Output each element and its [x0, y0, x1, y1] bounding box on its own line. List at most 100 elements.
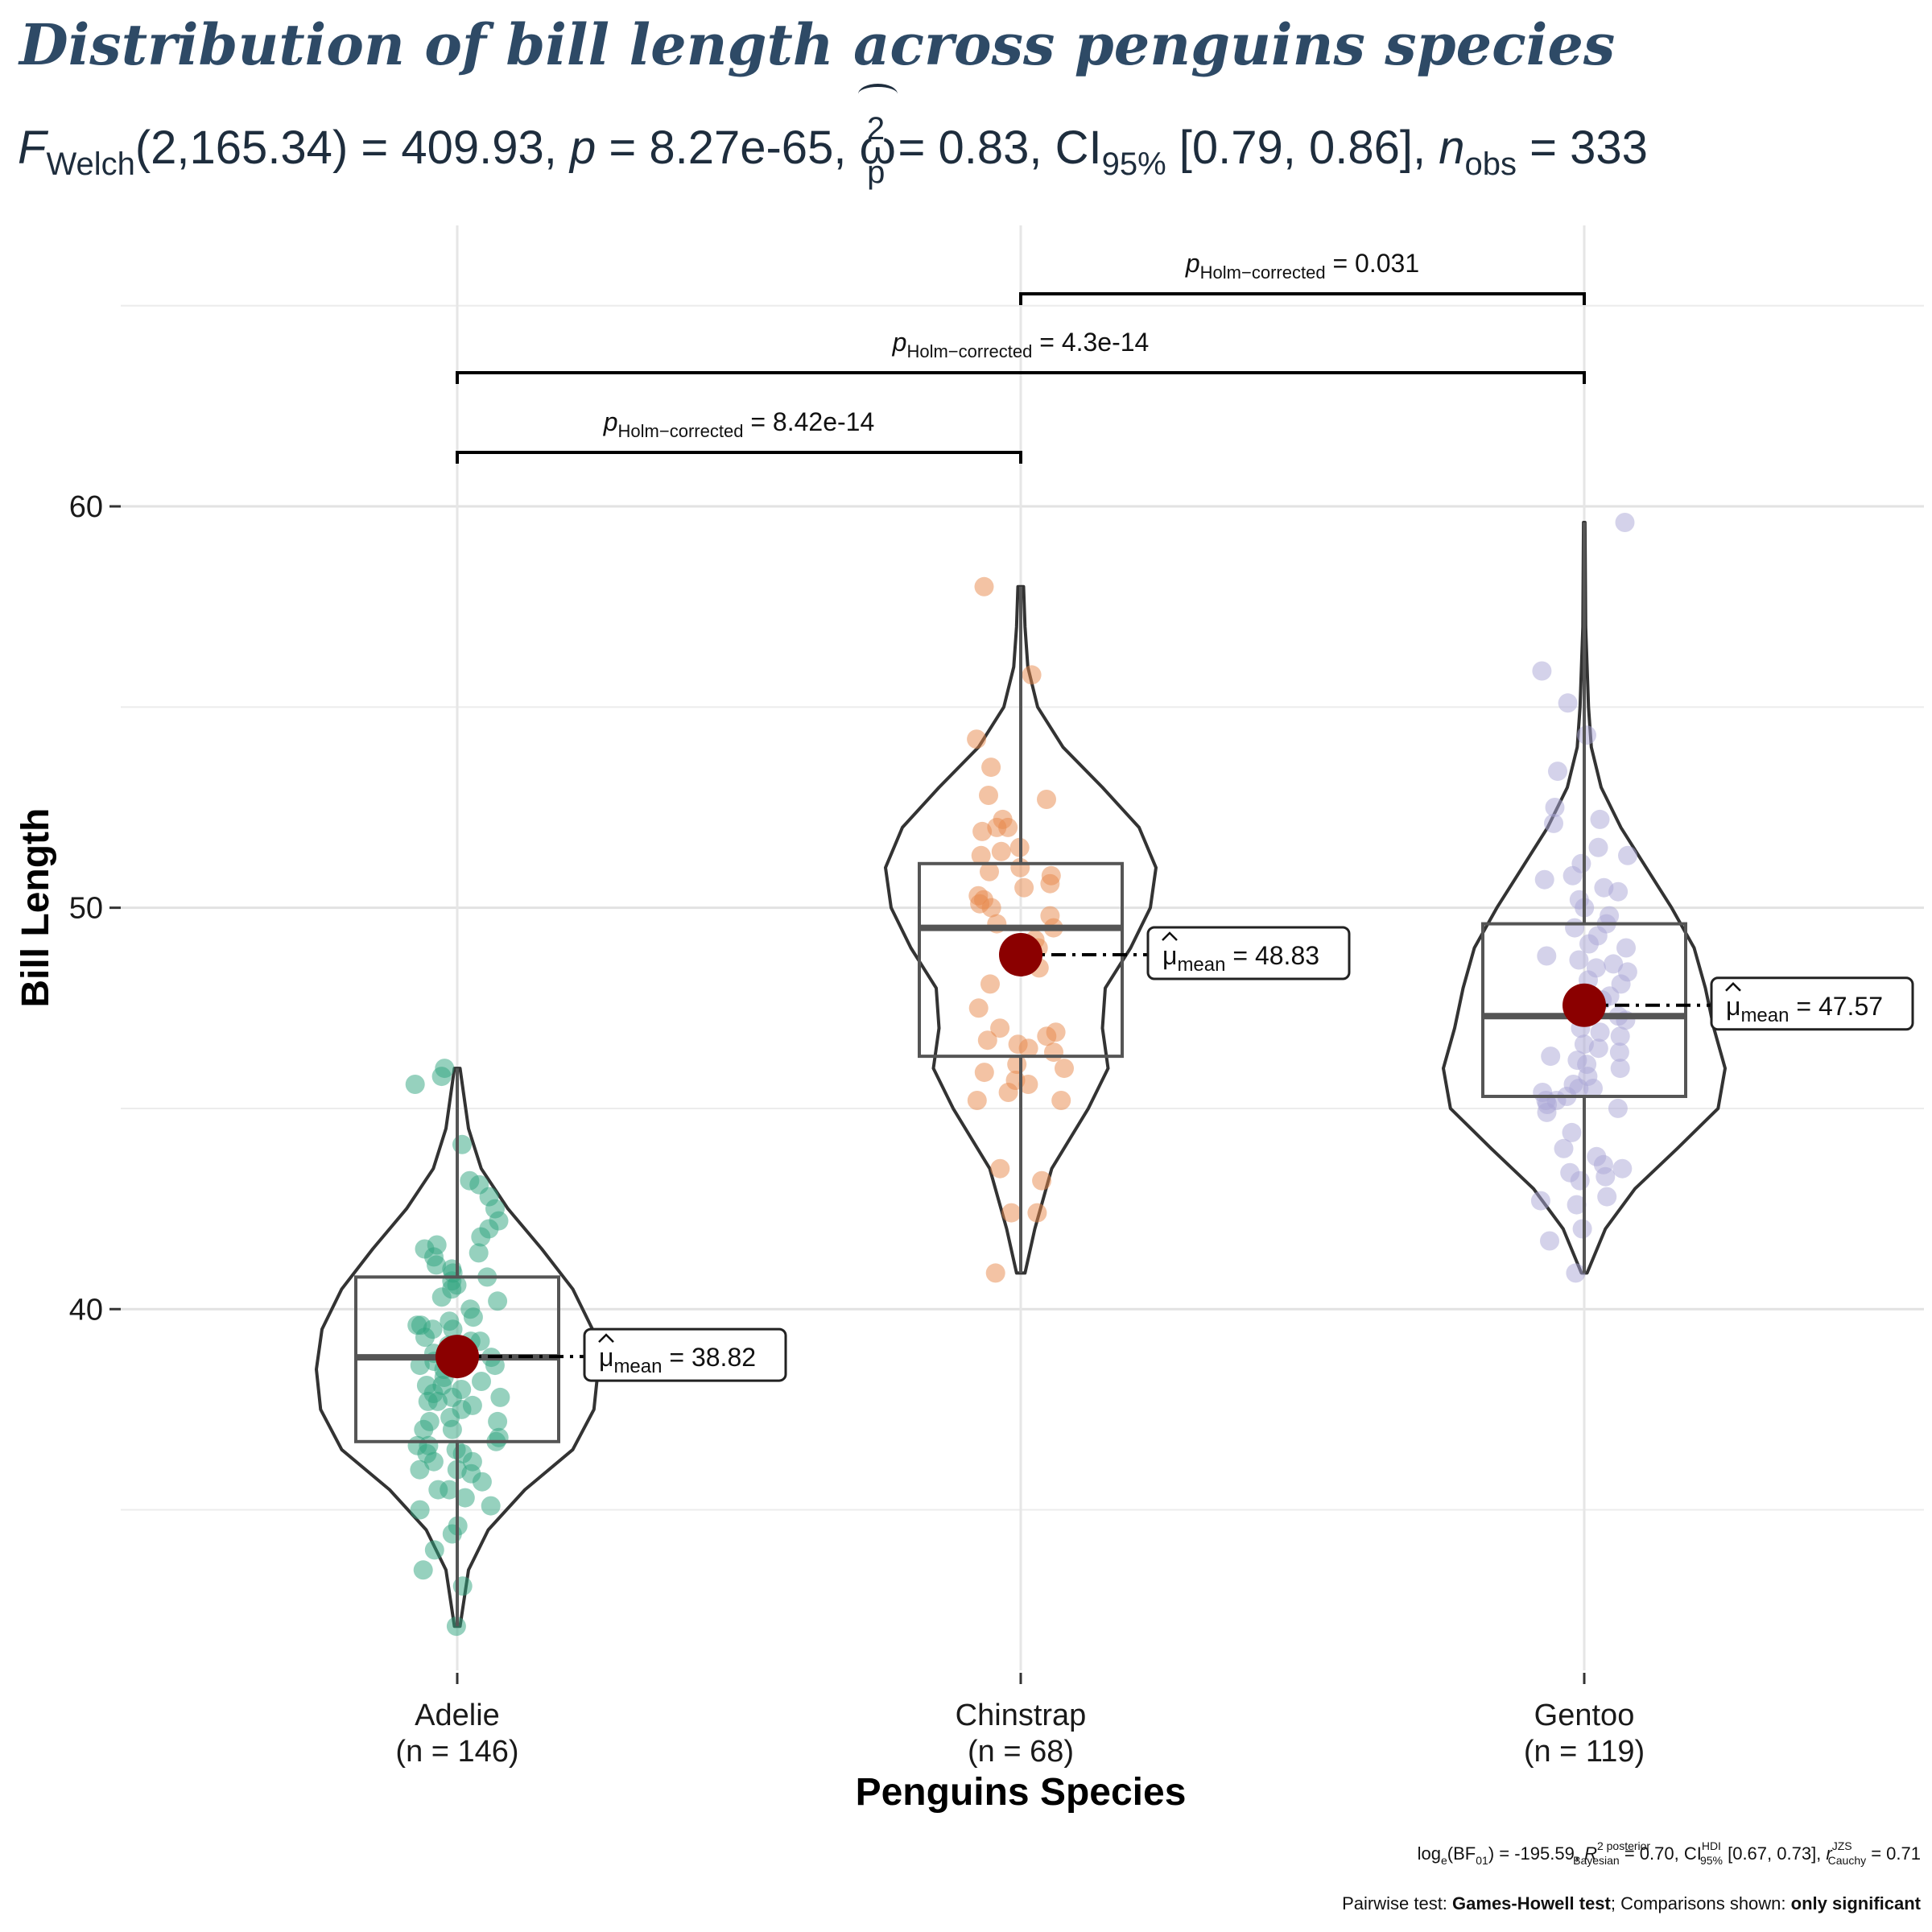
mean-marker: [436, 1335, 479, 1379]
comparison-p-sub: Holm−corrected: [906, 341, 1032, 361]
caption-bayes: loge(BF01) = -195.59, R2 posterior Bayesi…: [1417, 1839, 1921, 1867]
data-point: [1541, 1046, 1561, 1067]
subtitle-f: F: [18, 122, 47, 174]
caption-r-sub: Bayesian: [1573, 1854, 1620, 1867]
data-point: [1533, 1083, 1553, 1102]
caption-bf-pre: log: [1417, 1843, 1441, 1864]
data-point: [1037, 790, 1056, 809]
data-point: [1051, 1091, 1071, 1110]
data-point: [1040, 906, 1060, 926]
data-point: [427, 1235, 447, 1255]
data-point: [972, 821, 993, 841]
y-tick-label: 40: [69, 1293, 103, 1327]
data-point: [1532, 661, 1552, 681]
x-tick-label: Adelie: [415, 1699, 500, 1732]
data-point: [446, 1616, 466, 1637]
chart-subtitle: FWelch(2,165.34) = 409.93, p = 8.27e-65,…: [18, 84, 1648, 190]
mean-label-symbol: μ: [1726, 992, 1740, 1021]
comparison-label: pHolm−corrected = 0.031: [1185, 249, 1419, 283]
caption-bf-e: e: [1440, 1854, 1447, 1867]
data-point: [1590, 809, 1610, 829]
data-point: [1610, 1026, 1630, 1046]
mean-marker: [999, 932, 1042, 976]
data-point: [488, 1291, 508, 1311]
data-point: [971, 845, 991, 865]
data-point: [993, 809, 1013, 829]
caption-r-value: = 0.70, CI: [1619, 1843, 1702, 1864]
data-point: [985, 1263, 1005, 1283]
data-point: [435, 1059, 455, 1079]
caption-rc-value: = 0.71: [1866, 1843, 1921, 1864]
data-point: [469, 1243, 489, 1263]
data-point: [407, 1315, 427, 1335]
mean-label-symbol: μ: [1162, 941, 1177, 970]
comparison-bracket: [456, 371, 1586, 384]
caption-pairwise: Pairwise test: Games-Howell test; Compar…: [1342, 1893, 1921, 1914]
caption-hdi-sup: HDI: [1701, 1839, 1721, 1852]
mean-marker: [1563, 983, 1606, 1027]
caption-bf-mid: (BF: [1447, 1843, 1476, 1864]
comparison-p-value: = 4.3e-14: [1032, 328, 1149, 357]
data-point: [1617, 962, 1637, 982]
data-point: [410, 1459, 430, 1480]
comparison-p-symbol: p: [892, 328, 907, 357]
mean-label-box: [1146, 926, 1351, 980]
subtitle-omega-sub: p: [867, 155, 886, 190]
data-point: [1041, 865, 1061, 886]
data-point: [968, 998, 989, 1018]
caption-rc-symbol: r: [1826, 1843, 1832, 1864]
mean-label-hat: [1162, 931, 1178, 941]
data-point: [460, 1299, 481, 1319]
data-point: [1600, 906, 1620, 926]
subtitle-omega-sup: 2: [866, 111, 886, 147]
comparison-p-symbol: p: [1185, 249, 1200, 278]
comparison-label: pHolm−corrected = 4.3e-14: [892, 328, 1150, 361]
data-point: [1615, 513, 1635, 532]
data-point: [1567, 1195, 1587, 1215]
caption-rc-sub: Cauchy: [1827, 1854, 1867, 1867]
data-point: [974, 576, 994, 597]
data-point: [1055, 1059, 1074, 1079]
mean-label-value: = 48.83: [1225, 941, 1319, 970]
caption-pairwise-label: Pairwise test:: [1342, 1893, 1453, 1913]
box-iqr: [918, 861, 1124, 1059]
data-point: [1562, 1122, 1582, 1142]
data-point: [980, 861, 999, 881]
x-tick-count: (n = 119): [1524, 1735, 1645, 1769]
data-point: [1590, 1022, 1610, 1042]
data-point: [1565, 918, 1585, 938]
y-axis-title: Bill Length: [14, 808, 57, 1008]
data-point: [979, 786, 998, 805]
data-point: [991, 841, 1011, 861]
data-point: [490, 1387, 510, 1407]
data-point: [967, 1091, 987, 1110]
data-point: [1027, 1203, 1047, 1223]
data-point: [410, 1500, 430, 1520]
data-point: [967, 729, 987, 749]
y-tick-label: 60: [69, 490, 103, 524]
caption-hdi-sub: 95%: [1699, 1854, 1723, 1867]
data-point: [1554, 1138, 1574, 1158]
data-point: [1530, 1191, 1550, 1211]
comparison-brackets: pHolm−corrected = 8.42e-14pHolm−correcte…: [456, 249, 1586, 464]
data-point: [1587, 1146, 1607, 1166]
data-point: [990, 1158, 1010, 1179]
data-point: [1577, 725, 1596, 745]
data-point: [1612, 1158, 1633, 1179]
caption-rc-sup: JZS: [1831, 1839, 1852, 1852]
comparison-p-value: = 0.031: [1326, 249, 1420, 278]
comparison-p-sub: Holm−corrected: [618, 421, 744, 441]
data-point: [1544, 813, 1563, 833]
data-point: [980, 974, 1000, 994]
data-point: [452, 1380, 472, 1399]
subtitle-omega-value: = 0.83, CI: [885, 122, 1102, 174]
mean-label-value: = 38.82: [662, 1343, 756, 1372]
data-point: [990, 1018, 1010, 1038]
data-point: [1586, 958, 1606, 978]
caption-hdi-value: [0.67, 0.73],: [1722, 1843, 1827, 1864]
comparison-p-value: = 8.42e-14: [743, 407, 874, 436]
subtitle-ci-value: [0.79, 0.86],: [1166, 122, 1439, 174]
data-point: [1032, 1170, 1052, 1191]
